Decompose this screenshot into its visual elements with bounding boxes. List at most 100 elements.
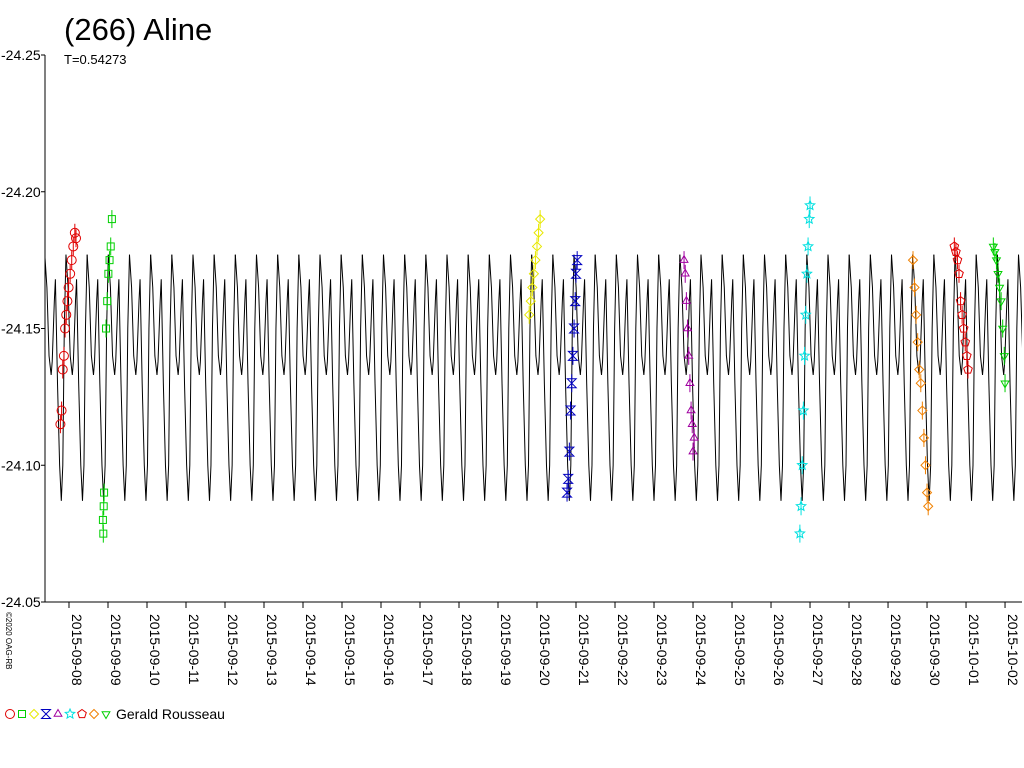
- x-tick-label: 2015-09-09: [108, 614, 124, 686]
- marker: [571, 255, 583, 266]
- marker: [564, 405, 577, 416]
- marker: [533, 227, 544, 238]
- marker: [682, 322, 693, 332]
- x-tick-label: 2015-09-27: [810, 614, 826, 686]
- marker: [909, 282, 920, 293]
- marker: [799, 308, 812, 320]
- model-cycle: [806, 254, 829, 501]
- model-cycle: [255, 254, 279, 501]
- marker: [797, 404, 810, 416]
- marker: [65, 268, 76, 279]
- model-curve: [45, 254, 1022, 501]
- marker: [922, 501, 934, 512]
- marker: [912, 336, 923, 348]
- marker: [104, 269, 113, 278]
- marker: [960, 337, 971, 347]
- marker: [798, 349, 811, 361]
- marker: [910, 309, 922, 321]
- marker: [996, 298, 1006, 307]
- marker: [99, 529, 108, 538]
- legend-marker: [88, 708, 100, 720]
- model-cycle: [340, 254, 363, 501]
- marker: [991, 257, 1002, 266]
- model-cycle: [277, 254, 300, 501]
- model-cycle: [319, 254, 342, 501]
- x-tick-label: 2015-09-24: [693, 614, 709, 686]
- model-cycle: [573, 254, 596, 501]
- model-cycle: [954, 254, 977, 501]
- marker: [62, 296, 73, 307]
- marker: [803, 212, 816, 225]
- marker: [528, 268, 540, 280]
- x-tick-label: 2015-09-30: [927, 614, 943, 686]
- marker: [527, 282, 538, 293]
- marker: [800, 267, 813, 279]
- marker: [56, 405, 67, 416]
- x-tick-label: 2015-09-20: [537, 614, 553, 686]
- model-cycle: [192, 254, 215, 501]
- marker: [563, 446, 576, 457]
- x-tick-label: 2015-09-22: [615, 614, 631, 686]
- marker: [100, 488, 109, 497]
- marker: [98, 515, 107, 524]
- model-cycle: [869, 254, 893, 501]
- marker: [562, 473, 574, 484]
- model-cycle: [107, 254, 130, 501]
- model-cycle: [150, 254, 173, 501]
- model-cycle: [298, 254, 321, 501]
- model-cycle: [488, 254, 511, 501]
- marker: [570, 268, 582, 279]
- marker: [66, 255, 77, 266]
- marker: [99, 502, 108, 511]
- legend-marker: [40, 709, 52, 719]
- legend-marker: [77, 708, 87, 719]
- model-cycle: [65, 254, 88, 501]
- marker: [917, 405, 928, 416]
- x-tick-label: 2015-09-23: [654, 614, 670, 686]
- marker: [951, 246, 961, 257]
- marker: [567, 350, 579, 361]
- marker: [915, 377, 926, 389]
- x-tick-label: 2015-09-15: [342, 614, 358, 686]
- model-cycle: [404, 254, 427, 501]
- y-tick-label: -24.20: [1, 184, 41, 200]
- marker: [561, 487, 573, 498]
- marker: [952, 255, 963, 265]
- marker: [993, 271, 1003, 280]
- model-cycle: [637, 254, 660, 501]
- model-cycle: [742, 254, 765, 501]
- model-cycle: [128, 254, 152, 501]
- model-cycle: [891, 254, 914, 501]
- marker: [568, 323, 580, 334]
- y-tick-label: -24.25: [1, 47, 41, 63]
- marker: [793, 527, 806, 539]
- model-cycle: [234, 254, 257, 501]
- legend-marker: [101, 711, 111, 720]
- marker: [994, 284, 1005, 293]
- model-cycle: [446, 254, 469, 501]
- marker: [69, 227, 80, 238]
- x-tick-label: 2015-09-08: [69, 614, 85, 686]
- model-cycle: [171, 254, 194, 501]
- x-tick-label: 2015-09-10: [147, 614, 163, 686]
- marker: [60, 323, 71, 334]
- x-tick-label: 2015-09-29: [888, 614, 904, 686]
- x-tick-label: 2015-09-13: [264, 614, 280, 686]
- model-cycle: [361, 254, 384, 501]
- marker: [63, 282, 74, 293]
- model-cycle: [45, 254, 67, 501]
- model-cycle: [86, 254, 109, 501]
- x-tick-label: 2015-09-12: [225, 614, 241, 686]
- x-tick-label: 2015-10-01: [966, 614, 982, 686]
- marker: [683, 350, 694, 359]
- marker: [795, 499, 808, 512]
- marker: [918, 432, 930, 444]
- marker: [569, 296, 581, 307]
- legend-marker: [53, 708, 63, 717]
- x-tick-label: 2015-09-19: [498, 614, 514, 686]
- model-cycle: [594, 254, 617, 501]
- y-tick-label: -24.10: [1, 457, 41, 473]
- marker: [106, 242, 115, 251]
- marker: [954, 268, 964, 278]
